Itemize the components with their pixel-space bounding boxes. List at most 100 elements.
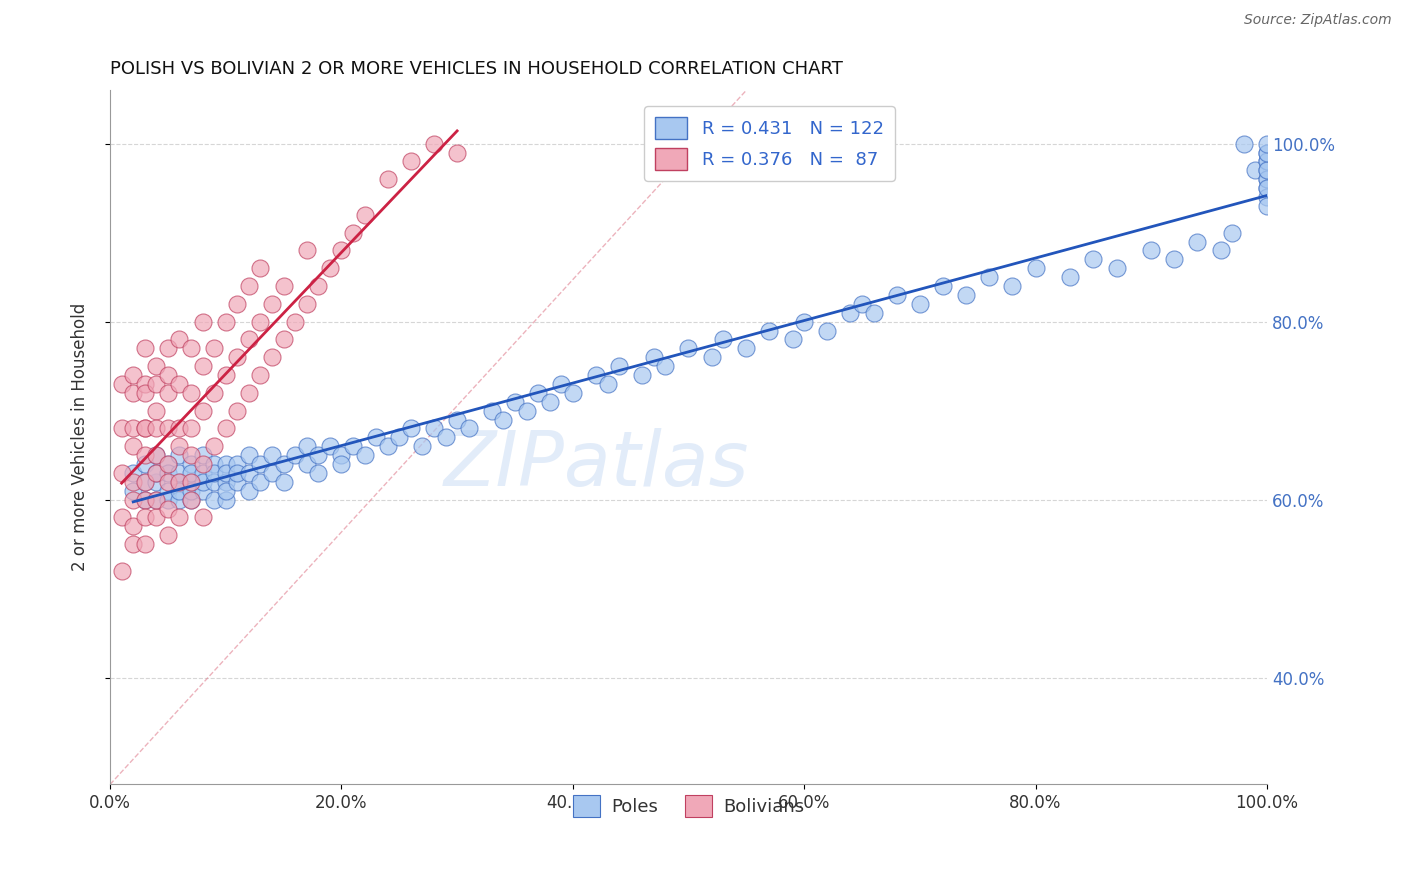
Point [180, 342, 202, 356]
Point [202, 457, 225, 471]
Point [156, 483, 179, 498]
Point [1256, 199, 1278, 213]
Point [202, 475, 225, 489]
Point [226, 351, 249, 365]
Point [527, 385, 550, 400]
Point [145, 466, 167, 480]
Point [122, 483, 145, 498]
Point [399, 154, 422, 169]
Point [122, 439, 145, 453]
Point [955, 288, 977, 302]
Point [156, 466, 179, 480]
Point [111, 376, 134, 391]
Point [180, 492, 202, 507]
Point [169, 475, 191, 489]
Point [423, 421, 446, 435]
Point [330, 457, 353, 471]
Point [215, 483, 238, 498]
Point [169, 448, 191, 462]
Point [1256, 154, 1278, 169]
Point [191, 475, 214, 489]
Point [156, 528, 179, 542]
Point [169, 483, 191, 498]
Point [1256, 172, 1278, 186]
Point [156, 457, 179, 471]
Point [515, 403, 537, 417]
Legend: Poles, Bolivians: Poles, Bolivians [565, 788, 811, 824]
Point [145, 510, 167, 524]
Point [145, 376, 167, 391]
Text: ZIPatlas: ZIPatlas [443, 428, 748, 502]
Point [169, 466, 191, 480]
Point [238, 448, 260, 462]
Point [1244, 163, 1267, 178]
Y-axis label: 2 or more Vehicles in Household: 2 or more Vehicles in Household [72, 303, 89, 572]
Point [1256, 181, 1278, 195]
Point [979, 270, 1001, 285]
Point [191, 510, 214, 524]
Point [215, 315, 238, 329]
Point [273, 333, 295, 347]
Point [122, 475, 145, 489]
Point [1233, 136, 1256, 151]
Point [215, 466, 238, 480]
Text: POLISH VS BOLIVIAN 2 OR MORE VEHICLES IN HOUSEHOLD CORRELATION CHART: POLISH VS BOLIVIAN 2 OR MORE VEHICLES IN… [110, 60, 844, 78]
Point [134, 492, 156, 507]
Point [238, 333, 260, 347]
Point [226, 475, 249, 489]
Point [122, 466, 145, 480]
Point [503, 394, 526, 409]
Point [202, 439, 225, 453]
Point [169, 376, 191, 391]
Point [145, 359, 167, 373]
Point [353, 448, 375, 462]
Point [260, 297, 283, 311]
Point [122, 519, 145, 533]
Point [260, 448, 283, 462]
Point [782, 333, 804, 347]
Point [191, 466, 214, 480]
Point [215, 475, 238, 489]
Point [134, 457, 156, 471]
Point [260, 351, 283, 365]
Point [377, 439, 399, 453]
Point [156, 368, 179, 382]
Point [156, 421, 179, 435]
Point [1256, 190, 1278, 204]
Point [145, 492, 167, 507]
Point [446, 412, 468, 426]
Point [342, 226, 364, 240]
Point [111, 466, 134, 480]
Point [215, 421, 238, 435]
Point [202, 342, 225, 356]
Point [561, 385, 583, 400]
Point [156, 385, 179, 400]
Point [908, 297, 931, 311]
Point [550, 376, 572, 391]
Point [215, 457, 238, 471]
Point [145, 466, 167, 480]
Point [284, 315, 307, 329]
Point [700, 351, 723, 365]
Point [457, 421, 479, 435]
Point [111, 564, 134, 578]
Point [180, 448, 202, 462]
Point [169, 492, 191, 507]
Point [169, 421, 191, 435]
Point [284, 448, 307, 462]
Point [202, 466, 225, 480]
Point [249, 261, 271, 276]
Point [446, 145, 468, 160]
Point [238, 279, 260, 293]
Point [156, 475, 179, 489]
Point [815, 324, 838, 338]
Point [307, 448, 329, 462]
Point [134, 492, 156, 507]
Point [122, 368, 145, 382]
Point [202, 385, 225, 400]
Point [249, 475, 271, 489]
Point [481, 403, 503, 417]
Point [191, 315, 214, 329]
Point [735, 342, 758, 356]
Point [1001, 279, 1024, 293]
